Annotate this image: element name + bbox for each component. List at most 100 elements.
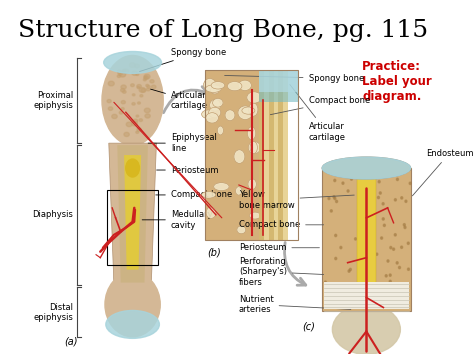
Bar [283, 70, 288, 240]
Ellipse shape [137, 84, 141, 88]
FancyArrowPatch shape [164, 87, 208, 113]
Bar [259, 70, 288, 240]
Ellipse shape [143, 79, 146, 81]
Ellipse shape [139, 88, 146, 92]
Text: Proximal
epiphysis: Proximal epiphysis [33, 91, 73, 110]
Ellipse shape [144, 108, 150, 113]
Bar [322, 168, 410, 311]
Ellipse shape [102, 55, 163, 145]
Circle shape [394, 234, 396, 236]
Circle shape [378, 180, 380, 183]
Text: Compact bone: Compact bone [239, 220, 324, 229]
Ellipse shape [106, 311, 159, 338]
Ellipse shape [144, 74, 150, 79]
Circle shape [385, 285, 387, 287]
Text: Articular
cartilage: Articular cartilage [151, 89, 208, 110]
Circle shape [334, 197, 336, 200]
Bar [107, 190, 158, 265]
Circle shape [394, 199, 396, 201]
Text: Endosteum: Endosteum [412, 149, 474, 196]
Circle shape [334, 179, 336, 182]
Circle shape [408, 268, 410, 271]
Ellipse shape [132, 94, 135, 96]
Ellipse shape [147, 86, 150, 88]
Ellipse shape [151, 85, 156, 89]
Ellipse shape [332, 305, 401, 354]
Ellipse shape [249, 142, 260, 153]
Ellipse shape [249, 103, 257, 116]
Ellipse shape [204, 79, 216, 91]
Ellipse shape [248, 179, 256, 189]
Circle shape [377, 196, 380, 199]
Circle shape [387, 260, 389, 262]
Ellipse shape [119, 111, 123, 114]
Ellipse shape [250, 213, 260, 218]
Ellipse shape [126, 122, 132, 127]
Circle shape [330, 210, 332, 212]
Circle shape [342, 168, 344, 170]
Bar [273, 70, 278, 240]
Circle shape [335, 257, 337, 260]
Circle shape [350, 178, 353, 180]
Polygon shape [117, 145, 148, 283]
Ellipse shape [214, 183, 228, 190]
Bar [259, 70, 299, 92]
Ellipse shape [118, 72, 122, 75]
Text: Compact bone: Compact bone [156, 190, 232, 200]
Ellipse shape [213, 99, 223, 106]
Text: Medullary
cavity: Medullary cavity [142, 210, 212, 230]
Circle shape [394, 171, 396, 174]
Text: Periosteum: Periosteum [156, 165, 219, 175]
Circle shape [404, 226, 406, 229]
Circle shape [407, 242, 409, 245]
Ellipse shape [136, 131, 139, 133]
Circle shape [390, 246, 392, 249]
Ellipse shape [236, 187, 241, 195]
Circle shape [396, 262, 398, 264]
Text: (b): (b) [208, 248, 221, 258]
Ellipse shape [237, 226, 245, 233]
Ellipse shape [117, 75, 120, 77]
Circle shape [329, 284, 331, 286]
Ellipse shape [136, 73, 139, 76]
Circle shape [383, 224, 385, 226]
Circle shape [404, 287, 406, 289]
Ellipse shape [137, 86, 140, 89]
Ellipse shape [129, 63, 136, 67]
Circle shape [324, 281, 327, 283]
Circle shape [347, 174, 349, 176]
Circle shape [409, 182, 411, 185]
Text: Spongy bone: Spongy bone [139, 48, 226, 72]
Ellipse shape [105, 272, 160, 337]
Polygon shape [124, 155, 141, 270]
Circle shape [409, 168, 411, 170]
Ellipse shape [112, 114, 117, 119]
Ellipse shape [119, 72, 126, 77]
Ellipse shape [202, 192, 215, 198]
Text: Compact bone: Compact bone [270, 96, 370, 115]
Text: Diaphysis: Diaphysis [32, 211, 73, 219]
Circle shape [405, 200, 407, 202]
Text: (a): (a) [64, 336, 78, 346]
Ellipse shape [121, 100, 126, 104]
Bar [357, 178, 376, 300]
FancyArrowPatch shape [284, 242, 306, 285]
Text: Epiphyseal
line: Epiphyseal line [148, 133, 217, 153]
Circle shape [379, 192, 381, 194]
Ellipse shape [218, 127, 223, 135]
Text: Distal
epiphysis: Distal epiphysis [33, 303, 73, 322]
Ellipse shape [247, 92, 261, 103]
Circle shape [349, 174, 351, 176]
Ellipse shape [131, 121, 137, 126]
Ellipse shape [248, 127, 255, 139]
Text: Periosteum: Periosteum [239, 243, 319, 252]
Circle shape [339, 298, 341, 301]
Bar [269, 70, 273, 240]
Bar [205, 70, 298, 240]
Bar [205, 70, 259, 240]
Ellipse shape [121, 108, 124, 110]
Ellipse shape [109, 107, 113, 110]
Circle shape [344, 306, 346, 308]
Ellipse shape [145, 114, 150, 118]
Ellipse shape [133, 119, 138, 122]
